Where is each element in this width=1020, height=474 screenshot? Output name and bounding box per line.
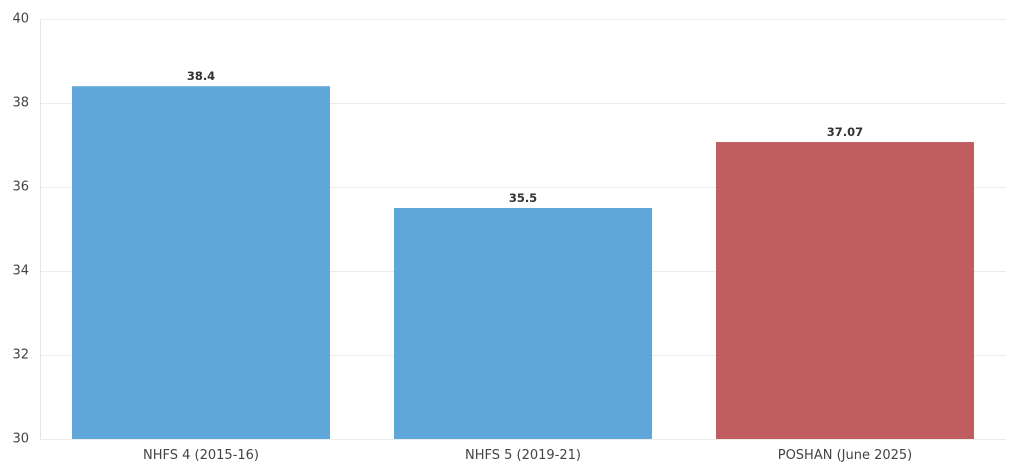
x-category-label: POSHAN (June 2025) [778, 448, 913, 463]
bar-3 [716, 142, 974, 439]
x-category-label: NHFS 5 (2019-21) [465, 448, 581, 463]
y-tick-label: 30 [12, 432, 29, 447]
bar-1 [72, 86, 330, 439]
bar-2 [394, 208, 652, 439]
y-tick-label: 40 [12, 12, 29, 27]
bar-value-label: 38.4 [187, 69, 215, 83]
y-tick-label: 32 [12, 348, 29, 363]
bar-value-label: 37.07 [827, 125, 863, 139]
y-tick-label: 36 [12, 180, 29, 195]
y-tick-label: 34 [12, 264, 29, 279]
y-tick-label: 38 [12, 96, 29, 111]
bar-value-label: 35.5 [509, 191, 537, 205]
bar-value-labels: 38.4 35.5 37.07 [187, 69, 863, 205]
bars [72, 86, 974, 439]
x-axis-category-labels: NHFS 4 (2015-16) NHFS 5 (2019-21) POSHAN (… [143, 448, 912, 463]
x-category-label: NHFS 4 (2015-16) [143, 448, 259, 463]
y-axis-tick-labels: 30 32 34 36 38 40 [12, 12, 29, 447]
